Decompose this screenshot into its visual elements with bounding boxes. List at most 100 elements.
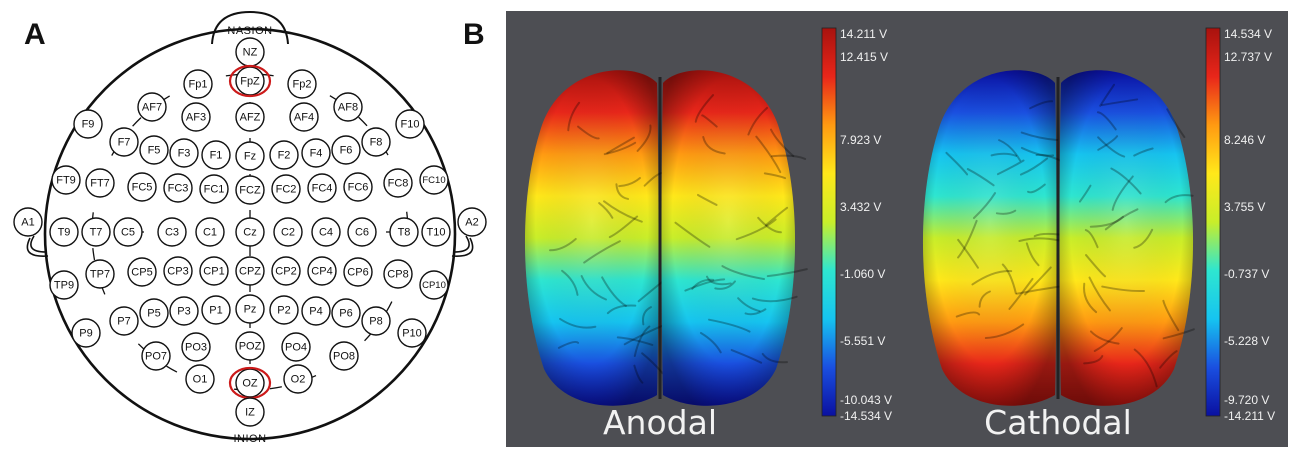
electrode-label: FC3 xyxy=(168,183,189,195)
electrode-label: F4 xyxy=(310,148,323,160)
brain-sulcus xyxy=(1020,131,1059,141)
inion-label: INION xyxy=(233,433,266,445)
electrode-circle xyxy=(81,217,111,247)
electrode-circle xyxy=(141,341,171,371)
electrode-label: AF7 xyxy=(142,102,162,114)
electrode-circle xyxy=(287,69,317,99)
electrode-ft7: FT7 xyxy=(85,168,115,198)
electrode-circle xyxy=(157,217,187,247)
cathodal-title: Cathodal xyxy=(984,403,1132,442)
brain-sulcus xyxy=(747,106,768,136)
electrode-f8: F8 xyxy=(361,127,391,157)
electrode-circle xyxy=(169,296,199,326)
electrode-c2: C2 xyxy=(273,217,303,247)
electrode-circle xyxy=(235,331,265,361)
electrode-oz: OZ xyxy=(228,366,272,400)
electrode-circle xyxy=(347,217,377,247)
electrode-label: Cz xyxy=(243,227,256,239)
electrode-circle xyxy=(383,168,413,198)
brain-sulcus xyxy=(1096,111,1117,131)
electrode-c5: C5 xyxy=(113,217,143,247)
electrode-label: Fp1 xyxy=(189,79,208,91)
electrode-label: IZ xyxy=(245,407,255,419)
electrode-label: AFZ xyxy=(240,112,261,124)
electrode-label: PO8 xyxy=(333,351,355,363)
electrode-o1: O1 xyxy=(185,364,215,394)
electrode-circle xyxy=(269,295,299,325)
electrode-tp7: TP7 xyxy=(85,259,115,289)
electrode-t9: T9 xyxy=(49,217,79,247)
electrode-circle xyxy=(333,92,363,122)
electrode-ft9: FT9 xyxy=(51,165,81,195)
electrode-circle xyxy=(49,217,79,247)
electrode-label: CP5 xyxy=(131,267,152,279)
electrode-p7: P7 xyxy=(109,306,139,336)
electrode-circle xyxy=(331,135,361,165)
brain-sulcus xyxy=(705,275,732,286)
brain-sulcus xyxy=(603,200,643,223)
electrode-cp2: CP2 xyxy=(271,256,301,286)
brain-sulcus xyxy=(694,94,715,123)
electrode-label: PO4 xyxy=(285,342,307,354)
electrode-label: F9 xyxy=(82,119,95,131)
electrode-po4: PO4 xyxy=(281,332,311,362)
electrode-cp10: CP10 xyxy=(419,270,449,300)
electrode-label: FC1 xyxy=(204,184,225,196)
brain-sulcus xyxy=(1133,348,1158,388)
electrode-circle xyxy=(389,217,419,247)
electrode-label: C5 xyxy=(121,227,135,239)
electrode-label: P10 xyxy=(402,328,422,340)
brain-sulcus xyxy=(714,280,737,290)
electrode-label: P7 xyxy=(117,316,130,328)
electrode-po3: PO3 xyxy=(181,332,211,362)
electrode-circle xyxy=(283,364,313,394)
electrode-circle xyxy=(201,295,231,325)
brain-sulcus xyxy=(1097,135,1119,151)
brain-sulcus xyxy=(696,193,718,206)
electrode-circle xyxy=(127,172,157,202)
colorbar-tick-label: -14.211 V xyxy=(1224,409,1276,424)
brain-sulcus xyxy=(557,340,580,349)
brain-sulcus xyxy=(998,139,1022,162)
brain-sulcus xyxy=(755,135,782,174)
brain-sulcus xyxy=(1024,266,1052,296)
brain-sulcus xyxy=(603,141,637,156)
electrode-circle xyxy=(289,102,319,132)
brain-shading xyxy=(661,70,796,406)
brain-sulcus xyxy=(1133,147,1154,157)
electrode-label: FpZ xyxy=(240,76,260,88)
brain-sulcus xyxy=(971,270,1013,286)
brain-sulcus xyxy=(770,154,807,160)
electrode-afz: AFZ xyxy=(235,102,265,132)
electrode-label: CP6 xyxy=(347,267,368,279)
brain-shading xyxy=(1059,70,1194,406)
brain-sulcus xyxy=(761,352,789,364)
electrode-label: A1 xyxy=(21,217,34,229)
nasion-label: NASION xyxy=(227,25,272,37)
right-ear xyxy=(453,235,470,253)
cathodal-brain xyxy=(922,70,1195,406)
brain-sulcus xyxy=(701,114,718,128)
electrode-label: P6 xyxy=(339,308,352,320)
electrode-c6: C6 xyxy=(347,217,377,247)
electrode-label: CP8 xyxy=(387,269,408,281)
electrode-af7: AF7 xyxy=(137,92,167,122)
colorbar-tick-label: 14.211 V xyxy=(840,26,888,41)
brain-sulcus xyxy=(1133,228,1154,249)
electrode-label: POZ xyxy=(239,341,262,353)
brain-sulcus xyxy=(1088,276,1111,312)
brain-sulcus xyxy=(957,238,979,269)
electrode-po8: PO8 xyxy=(329,341,359,371)
colorbar-tick-label: -5.228 V xyxy=(1224,334,1270,349)
left-ear xyxy=(30,235,47,253)
electrode-label: C4 xyxy=(319,227,333,239)
colorbar-tick-label: -1.060 V xyxy=(840,267,886,282)
electrode-label: AF8 xyxy=(338,102,358,114)
electrode-label: Fz xyxy=(244,151,256,163)
electrode-circle xyxy=(183,69,213,99)
brain-sulcus xyxy=(606,136,635,155)
colorbar-tick-label: 3.432 V xyxy=(840,200,882,215)
electrode-p3: P3 xyxy=(169,296,199,326)
electrode-label: P2 xyxy=(277,305,290,317)
